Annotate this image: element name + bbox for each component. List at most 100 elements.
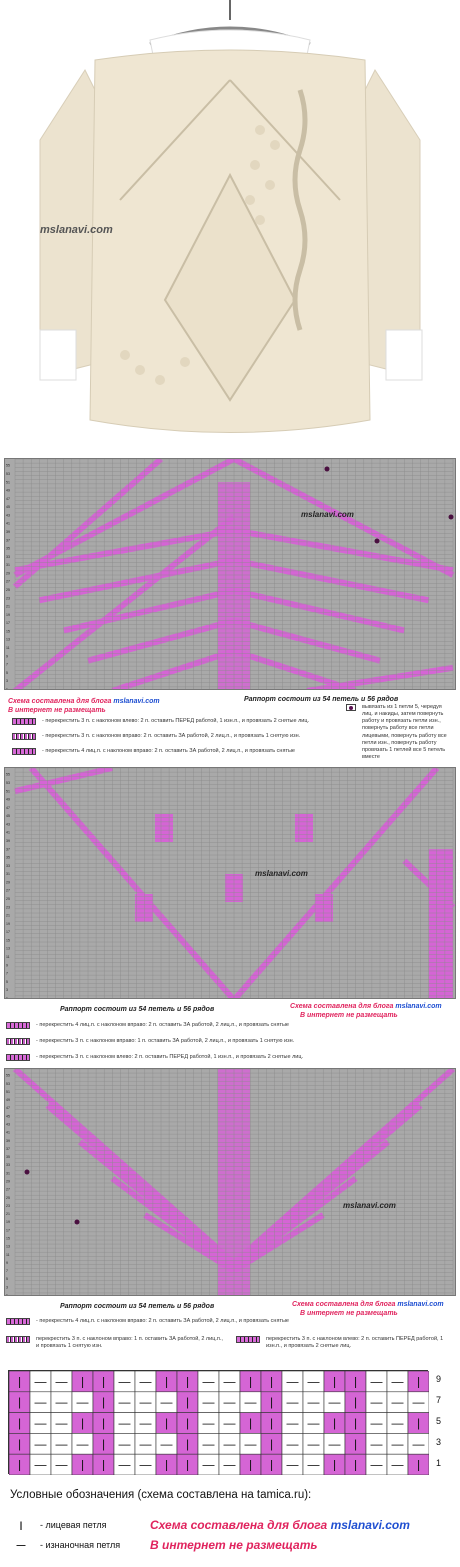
row-number: 35: [6, 1155, 10, 1159]
rib-stitch-symbol: —: [140, 1374, 152, 1388]
row-number: 55: [6, 773, 10, 777]
row-number: 35: [6, 547, 10, 551]
row-number: 1: [6, 1293, 8, 1296]
rib-stitch-symbol: —: [161, 1395, 173, 1409]
rib-stitch-symbol: —: [392, 1374, 404, 1388]
row-number: 47: [6, 806, 10, 810]
row-number: 19: [6, 1220, 10, 1224]
row-number: 3: [6, 1285, 8, 1289]
rib-stitch-symbol: —: [287, 1437, 299, 1451]
row-number: 15: [6, 629, 10, 633]
row-number: 27: [6, 580, 10, 584]
bobble-mark: [74, 1219, 80, 1225]
rib-stitch-symbol: —: [56, 1374, 68, 1388]
rib-stitch-symbol: —: [287, 1458, 299, 1472]
rib-stitch-symbol: —: [140, 1437, 152, 1451]
row-number: 23: [6, 905, 10, 909]
row-number: 21: [6, 914, 10, 918]
row-number: 43: [6, 822, 10, 826]
rib-stitch-symbol: —: [224, 1416, 236, 1430]
rib-stitch-symbol: —: [371, 1395, 383, 1409]
rib-stitch-symbol: —: [308, 1395, 320, 1409]
chart-3-legend-item-2: перекрестить 3 п. с наклоном вправо: 1 п…: [6, 1336, 226, 1350]
chart-1-legend-item-3: - перекрестить 4 лиц.п. с наклоном вправ…: [12, 748, 342, 755]
rib-stitch-symbol: —: [224, 1374, 236, 1388]
bobble-mark: [24, 1169, 30, 1175]
rib-stitch-symbol: —: [224, 1395, 236, 1409]
row-number: 37: [6, 847, 10, 851]
rib-stitch-symbol: |: [102, 1395, 105, 1409]
chart-2-caption-line1: Схема составлена для блога mslanavi.com: [290, 1003, 442, 1010]
rib-stitch-symbol: |: [270, 1416, 273, 1430]
chart-2-watermark: mslanavi.com: [255, 869, 308, 878]
row-number: 39: [6, 530, 10, 534]
rib-row-number: 5: [436, 1416, 442, 1426]
rib-stitch-symbol: |: [186, 1416, 189, 1430]
rib-stitch-symbol: —: [413, 1395, 425, 1409]
rib-stitch-symbol: —: [119, 1416, 131, 1430]
rib-stitch-symbol: —: [203, 1416, 215, 1430]
row-number: 29: [6, 571, 10, 575]
row-number: 55: [6, 1074, 10, 1078]
chart-3-caption-line2: В интернет не размещать: [300, 1310, 398, 1317]
rib-stitch-symbol: —: [371, 1416, 383, 1430]
knit-symbol: |: [19, 1520, 23, 1530]
rib-stitch-symbol: |: [354, 1437, 357, 1451]
rib-caption-line2: В интернет не размещать: [150, 1538, 318, 1552]
chart-3: 55 53 51 49 47 45 43 41 39 37 35 33 31 29 27 25 23 21 19 17…: [4, 1068, 456, 1296]
motif-block: [315, 894, 333, 922]
rib-stitch-symbol: |: [354, 1395, 357, 1409]
row-number: 3: [6, 988, 8, 992]
row-number: 49: [6, 1098, 10, 1102]
row-number: 33: [6, 555, 10, 559]
motif-block: [135, 894, 153, 922]
rib-stitch-symbol: |: [249, 1416, 252, 1430]
rib-stitch-symbol: —: [392, 1395, 404, 1409]
chart-1-watermark: mslanavi.com: [301, 510, 354, 519]
row-number: 41: [6, 522, 10, 526]
purl-symbol: —: [16, 1540, 26, 1550]
rib-stitch-symbol: —: [224, 1458, 236, 1472]
rib-row-number: 9: [436, 1374, 442, 1384]
key-knit: | - лицевая петля: [14, 1520, 107, 1530]
rib-stitch-symbol: |: [186, 1395, 189, 1409]
chart-3-legend-item-1: - перекрестить 4 лиц.п. с наклоном вправ…: [6, 1318, 446, 1325]
rib-stitch-symbol: |: [354, 1458, 357, 1472]
rib-stitch-symbol: |: [333, 1374, 336, 1388]
rib-stitch-symbol: |: [18, 1416, 21, 1430]
row-number: 13: [6, 947, 10, 951]
rib-stitch-symbol: |: [186, 1374, 189, 1388]
row-number: 9: [6, 654, 8, 658]
rib-stitch-symbol: —: [371, 1374, 383, 1388]
rib-stitch-symbol: |: [270, 1374, 273, 1388]
rib-stitch-symbol: —: [119, 1395, 131, 1409]
row-number: 41: [6, 831, 10, 835]
rib-stitch-symbol: —: [413, 1437, 425, 1451]
row-number: 11: [6, 1253, 10, 1257]
row-number: 21: [6, 1212, 10, 1216]
row-number: 49: [6, 798, 10, 802]
rib-stitch-symbol: —: [371, 1437, 383, 1451]
rib-stitch-symbol: |: [249, 1374, 252, 1388]
chart-1-legend-item-1: - перекрестить 3 п. с наклоном влево: 2 …: [12, 718, 342, 725]
rib-stitch-symbol: —: [245, 1437, 257, 1451]
cross-right-symbol: [12, 733, 36, 740]
bobble-mark: [448, 514, 454, 520]
row-number: 43: [6, 1122, 10, 1126]
row-number: 11: [6, 955, 10, 959]
rib-stitch-symbol: —: [329, 1395, 341, 1409]
rib-stitch-symbol: —: [56, 1395, 68, 1409]
row-number: 5: [6, 980, 8, 984]
row-number: 15: [6, 1236, 10, 1240]
row-number: 15: [6, 938, 10, 942]
rib-stitch-symbol: —: [287, 1395, 299, 1409]
rib-stitch-symbol: —: [245, 1395, 257, 1409]
row-number: 7: [6, 663, 8, 667]
rib-stitch-symbol: |: [333, 1458, 336, 1472]
row-number: 25: [6, 897, 10, 901]
rib-stitch-symbol: |: [270, 1437, 273, 1451]
rib-stitch-symbol: |: [417, 1416, 420, 1430]
rib-stitch-symbol: |: [18, 1374, 21, 1388]
rib-stitch-symbol: —: [119, 1458, 131, 1472]
chart-3-grid: 5553514947454341393735333129272523211917…: [5, 1069, 455, 1296]
